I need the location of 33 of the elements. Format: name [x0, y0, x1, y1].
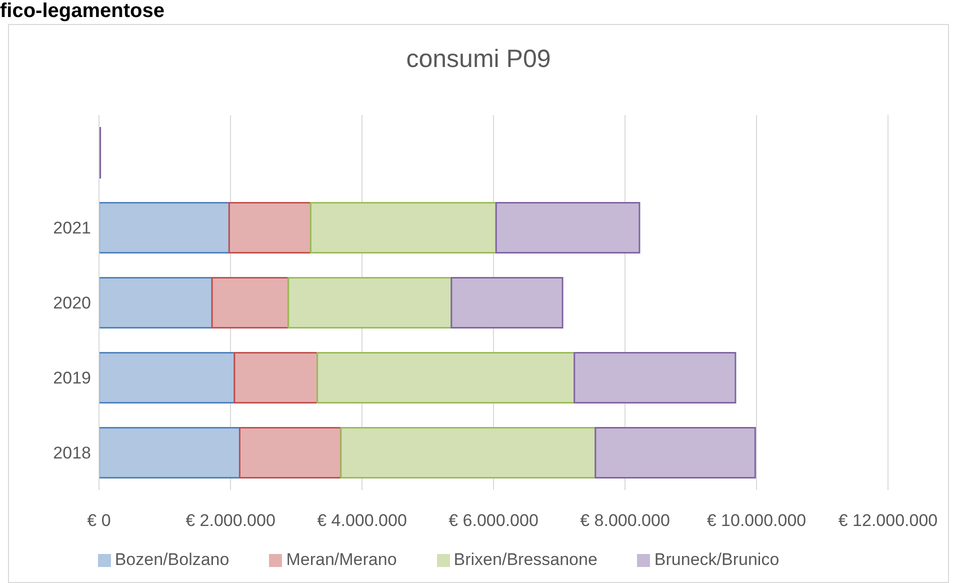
- bar: [99, 352, 236, 404]
- x-tick-label: € 6.000.000: [448, 511, 538, 530]
- bar: [594, 427, 756, 478]
- x-tick-label: € 10.000.000: [706, 511, 806, 530]
- bar: [211, 277, 290, 328]
- bar: [288, 277, 452, 328]
- bar: [238, 427, 342, 478]
- x-tick-label: € 4.000.000: [317, 511, 407, 530]
- x-tick-label: € 12.000.000: [838, 511, 938, 530]
- bar: [99, 427, 240, 478]
- bar: [99, 277, 213, 328]
- bar: [228, 202, 312, 254]
- x-tick-label: € 8.000.000: [580, 511, 670, 530]
- bar: [234, 352, 318, 404]
- chart-title: consumi P09: [405, 45, 552, 74]
- text: fico-legamentose: [0, 0, 164, 23]
- x-tick-label: € 2.000.000: [186, 511, 276, 530]
- y-tick-label: 2018: [53, 444, 91, 463]
- bar: [310, 202, 497, 254]
- bar: [99, 202, 230, 254]
- bar: [340, 427, 596, 478]
- y-tick-label: 2021: [53, 218, 91, 238]
- y-tick-label: 2020: [53, 294, 91, 313]
- legend-label: Bozen/Bolzano: [114, 550, 230, 569]
- legend-label: Bruneck/Brunico: [654, 550, 780, 569]
- legend-label: Meran/Merano: [286, 550, 397, 569]
- x-tick-label: € 0: [87, 511, 111, 530]
- bar: [495, 202, 640, 254]
- y-tick-label: 2019: [53, 368, 91, 388]
- bar: [574, 352, 736, 404]
- bar: [450, 277, 564, 328]
- legend-label: Brixen/Bressanone: [454, 550, 598, 569]
- bar: [316, 352, 576, 404]
